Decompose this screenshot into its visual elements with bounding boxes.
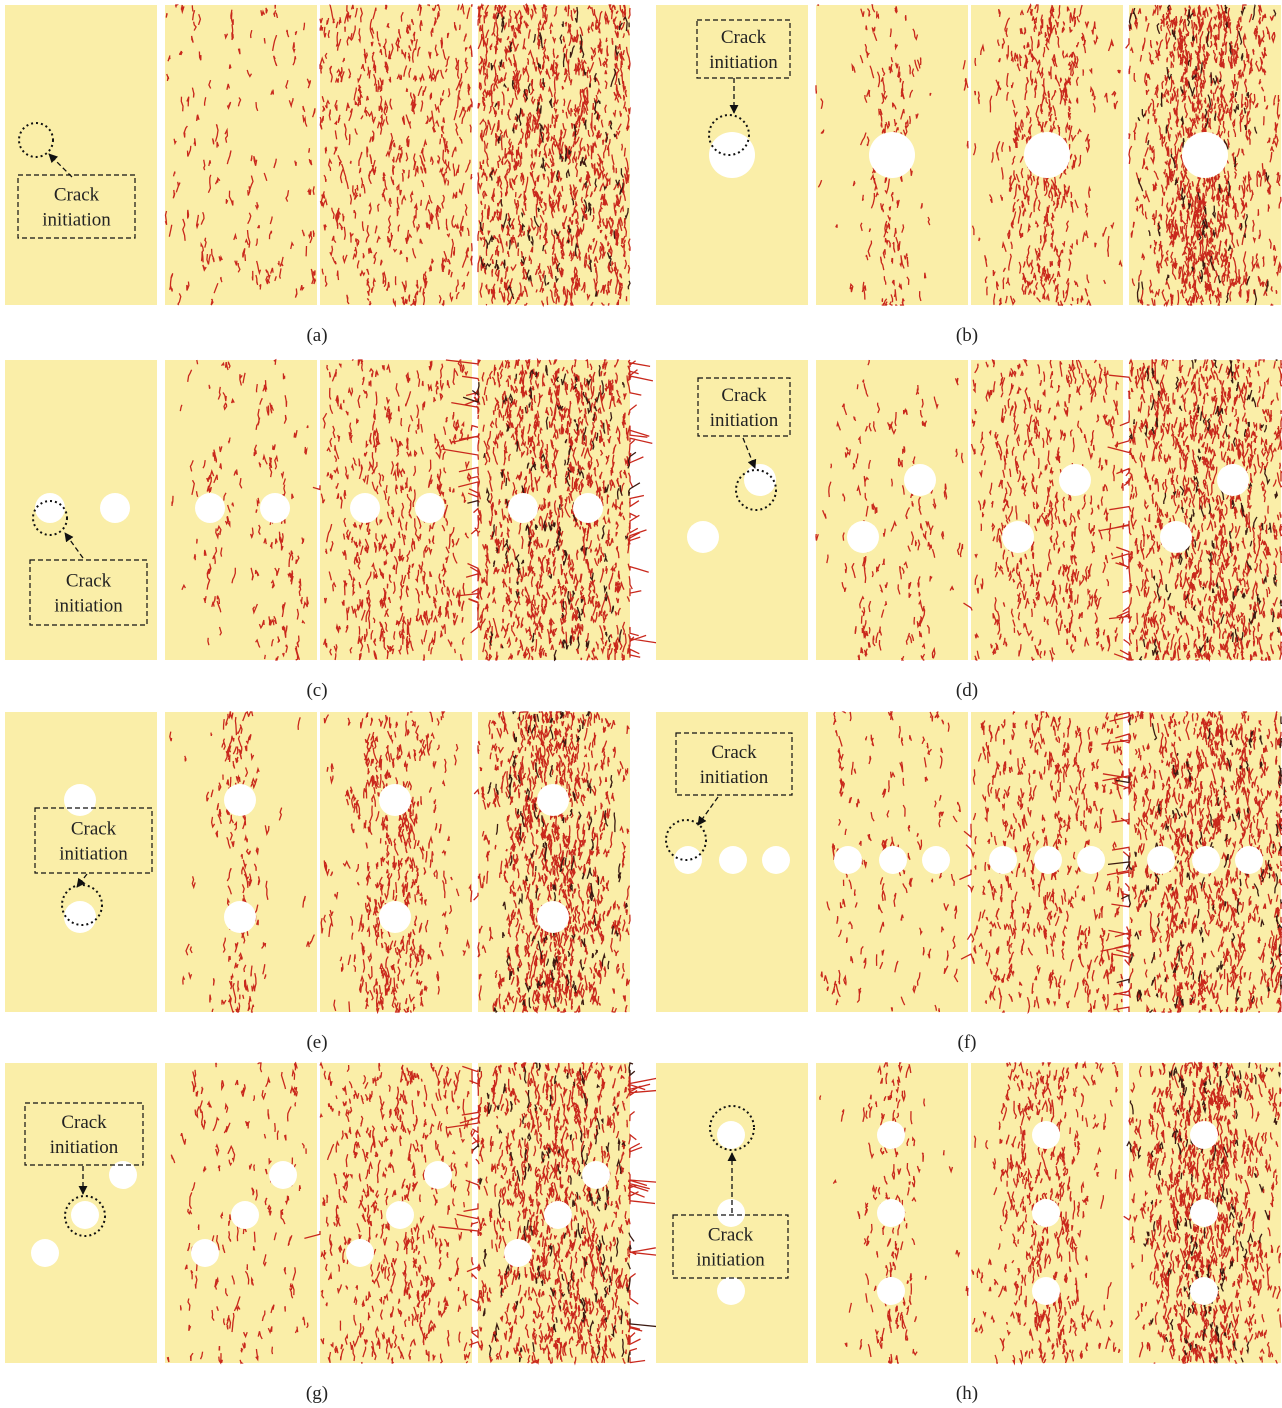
annotation-text: initiation bbox=[54, 596, 123, 617]
hole bbox=[224, 784, 256, 816]
hole bbox=[717, 1121, 745, 1149]
hole bbox=[869, 132, 915, 178]
hole bbox=[1032, 1121, 1060, 1149]
annotation-text: initiation bbox=[710, 410, 779, 431]
hole bbox=[31, 1239, 59, 1267]
hole bbox=[1192, 846, 1220, 874]
hole bbox=[834, 846, 862, 874]
hole bbox=[504, 1239, 532, 1267]
hole bbox=[1190, 1121, 1218, 1149]
subfigure-caption: (b) bbox=[956, 325, 978, 346]
annotation-text: initiation bbox=[59, 844, 128, 865]
specimen-panel bbox=[320, 360, 472, 660]
hole bbox=[989, 846, 1017, 874]
hole bbox=[71, 1201, 99, 1229]
annotation-text: Crack bbox=[66, 571, 112, 592]
hole bbox=[1190, 1277, 1218, 1305]
hole bbox=[191, 1239, 219, 1267]
subfigure-caption: (d) bbox=[956, 680, 978, 701]
subfigure-caption: (h) bbox=[956, 1383, 978, 1404]
hole bbox=[64, 784, 96, 816]
annotation-text: Crack bbox=[54, 185, 100, 206]
specimen-panel bbox=[816, 360, 968, 660]
hole bbox=[922, 846, 950, 874]
hole bbox=[573, 493, 603, 523]
hole bbox=[508, 493, 538, 523]
hole bbox=[877, 1277, 905, 1305]
hole bbox=[1077, 846, 1105, 874]
annotation-text: Crack bbox=[711, 742, 757, 763]
hole bbox=[537, 901, 569, 933]
hole bbox=[64, 901, 96, 933]
hole bbox=[35, 493, 65, 523]
hole bbox=[350, 493, 380, 523]
subfigure-caption: (g) bbox=[306, 1383, 328, 1404]
subfigure-caption: (a) bbox=[306, 325, 327, 346]
hole bbox=[195, 493, 225, 523]
hole bbox=[224, 901, 256, 933]
hole bbox=[1032, 1199, 1060, 1227]
figure: Crack initiation (a) Crack initiation (b) Crac… bbox=[0, 0, 1282, 1408]
hole bbox=[424, 1161, 452, 1189]
hole bbox=[717, 1277, 745, 1305]
hole bbox=[744, 464, 776, 496]
hole bbox=[1024, 132, 1070, 178]
annotation-text: initiation bbox=[709, 52, 778, 73]
annotation-text: initiation bbox=[50, 1137, 119, 1158]
annotation-text: Crack bbox=[71, 819, 117, 840]
hole bbox=[379, 784, 411, 816]
annotation-text: initiation bbox=[700, 767, 769, 788]
hole bbox=[379, 901, 411, 933]
annotation-text: initiation bbox=[42, 210, 111, 231]
subfigure-caption: (f) bbox=[958, 1032, 977, 1053]
hole bbox=[1235, 846, 1263, 874]
hole bbox=[1217, 464, 1249, 496]
hole bbox=[386, 1201, 414, 1229]
hole bbox=[879, 846, 907, 874]
hole bbox=[762, 846, 790, 874]
hole bbox=[1034, 846, 1062, 874]
hole bbox=[719, 846, 747, 874]
hole bbox=[582, 1161, 610, 1189]
annotation-text: Crack bbox=[721, 385, 767, 406]
hole bbox=[1190, 1199, 1218, 1227]
hole bbox=[537, 784, 569, 816]
hole bbox=[1032, 1277, 1060, 1305]
hole bbox=[717, 1199, 745, 1227]
hole bbox=[1002, 521, 1034, 553]
subfigure-caption: (e) bbox=[306, 1032, 327, 1053]
subfigure-caption: (c) bbox=[306, 680, 327, 701]
annotation-text: initiation bbox=[696, 1250, 765, 1271]
hole bbox=[1059, 464, 1091, 496]
hole bbox=[260, 493, 290, 523]
hole bbox=[877, 1121, 905, 1149]
hole bbox=[346, 1239, 374, 1267]
hole bbox=[709, 132, 755, 178]
hole bbox=[100, 493, 130, 523]
annotation-text: Crack bbox=[721, 27, 767, 48]
annotation-text: Crack bbox=[61, 1112, 107, 1133]
specimen-panel bbox=[165, 360, 317, 660]
hole bbox=[415, 493, 445, 523]
hole bbox=[904, 464, 936, 496]
hole bbox=[1160, 521, 1192, 553]
hole bbox=[877, 1199, 905, 1227]
hole bbox=[269, 1161, 297, 1189]
hole bbox=[674, 846, 702, 874]
hole bbox=[1182, 132, 1228, 178]
annotation-text: Crack bbox=[708, 1225, 754, 1246]
hole bbox=[231, 1201, 259, 1229]
hole bbox=[544, 1201, 572, 1229]
hole bbox=[1147, 846, 1175, 874]
hole bbox=[847, 521, 879, 553]
hole bbox=[687, 521, 719, 553]
